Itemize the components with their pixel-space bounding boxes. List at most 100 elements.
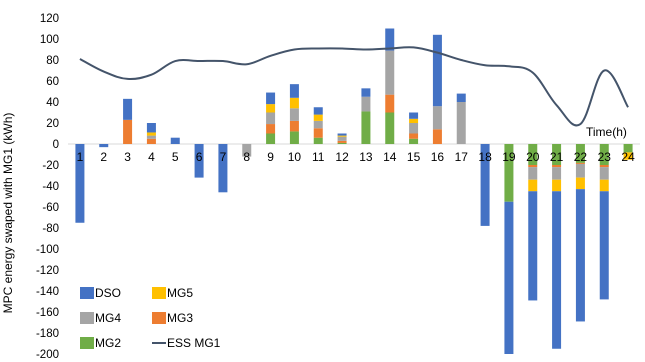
x-category-label: 1	[77, 150, 84, 164]
legend-swatch-mg4	[80, 312, 94, 324]
bar-mg3-21	[552, 165, 562, 168]
bar-dso-6	[194, 144, 204, 178]
y-axis-title-group: MPC energy swaped with MG1 (kWh)	[1, 113, 15, 314]
x-category-label: 6	[196, 150, 203, 164]
bar-mg4-15	[409, 123, 419, 134]
bar-mg2-19	[504, 144, 514, 202]
legend-label-mg5: MG5	[167, 286, 193, 300]
bar-mg4-21	[552, 167, 562, 180]
legend: DSO MG5 MG4 MG3 MG2 ESS MG1	[80, 286, 221, 350]
x-category-label: 17	[455, 150, 469, 164]
bar-dso-4	[146, 123, 156, 133]
bar-dso-3	[123, 98, 133, 120]
x-category-label: 15	[407, 150, 421, 164]
bar-mg3-9	[266, 124, 276, 134]
bar-mg5-21	[552, 179, 562, 192]
category-labels: 1 2 3 4 5 6 7 8 9 10 11 12 13 14 15 16 17 18 19 20 21 22 23 24	[77, 150, 636, 164]
y-tick-labels: 120 100 80 60 40 20 0 -20 -40 -60 -80 -100 -120 -140 -…	[36, 13, 59, 361]
bar-mg4-17	[456, 102, 466, 144]
x-category-label: 23	[598, 150, 612, 164]
x-category-label: 13	[359, 150, 373, 164]
bar-mg4-14	[385, 50, 395, 95]
x-category-label: 2	[100, 150, 107, 164]
bar-mg2-11	[313, 137, 323, 144]
bar-mg4-13	[361, 96, 371, 112]
legend-label-mg2: MG2	[95, 336, 121, 350]
legend-swatch-mg2	[80, 337, 94, 349]
bar-dso-23	[599, 191, 609, 300]
legend-swatch-mg5	[152, 287, 166, 299]
bar-dso-21	[552, 191, 562, 349]
bar-dso-22	[575, 189, 585, 322]
x-category-label: 8	[243, 150, 250, 164]
x-category-label: 14	[383, 150, 397, 164]
legend-swatch-dso	[80, 287, 94, 299]
bar-mg3-22	[575, 162, 585, 164]
y-tick-label: -40	[42, 181, 59, 193]
bar-mg2-13	[361, 111, 371, 144]
bar-dso-18	[480, 144, 490, 226]
bar-mg5-20	[528, 179, 538, 192]
x-category-label: 20	[526, 150, 540, 164]
x-category-label: 19	[502, 150, 516, 164]
legend-swatch-mg3	[152, 312, 166, 324]
x-category-label: 12	[335, 150, 349, 164]
bar-dso-1	[75, 144, 85, 223]
y-tick-label: 20	[46, 118, 59, 130]
bar-mg5-22	[575, 177, 585, 190]
x-category-label: 5	[172, 150, 179, 164]
bar-mg5-15	[409, 118, 419, 123]
y-tick-label: 40	[46, 97, 59, 109]
y-tick-label: 100	[40, 34, 59, 46]
bar-mg3-11	[313, 128, 323, 138]
bar-dso-19	[504, 201, 514, 354]
bar-mg2-10	[289, 131, 299, 144]
bar-mg3-15	[409, 133, 419, 139]
y-tick-label: 120	[40, 13, 59, 25]
y-tick-label: 60	[46, 76, 59, 88]
x-category-label: 10	[288, 150, 302, 164]
bar-mg5-24	[623, 152, 633, 160]
bar-mg4-9	[266, 112, 276, 125]
bar-dso-11	[313, 107, 323, 115]
bar-dso-17	[456, 93, 466, 102]
x-category-label: 3	[124, 150, 131, 164]
bar-mg4-11	[313, 120, 323, 129]
bar-mg5-9	[266, 104, 276, 113]
bar-mg5-4	[146, 132, 156, 136]
x-axis-title: Time(h)	[586, 125, 627, 139]
x-category-label: 16	[431, 150, 445, 164]
bar-mg4-4	[146, 135, 156, 139]
y-tick-label: -160	[36, 307, 59, 319]
bar-mg4-10	[289, 108, 299, 121]
y-tick-label: 0	[53, 139, 59, 151]
y-tick-label: -140	[36, 286, 59, 298]
bar-dso-7	[218, 144, 228, 193]
bar-mg4-12	[337, 136, 347, 141]
bar-mg2-14	[385, 112, 395, 144]
bar-dso-16	[432, 34, 442, 107]
bar-mg4-22	[575, 163, 585, 178]
x-category-label: 22	[574, 150, 588, 164]
bar-mg3-12	[337, 140, 347, 143]
y-tick-label: -100	[36, 244, 59, 256]
legend-label-dso: DSO	[95, 286, 121, 300]
bar-mg3-16	[432, 129, 442, 144]
bar-mg3-20	[528, 165, 538, 168]
bar-dso-2	[99, 144, 109, 148]
bar-mg2-23	[599, 144, 609, 165]
bar-dso-14	[385, 28, 395, 51]
bar-dso-12	[337, 133, 347, 136]
bar-dso-13	[361, 88, 371, 97]
y-tick-label: -180	[36, 328, 59, 340]
y-tick-label: 80	[46, 55, 59, 67]
bar-dso-20	[528, 191, 538, 301]
x-category-label: 18	[478, 150, 492, 164]
bar-mg2-21	[552, 144, 562, 165]
bar-mg5-23	[599, 179, 609, 192]
x-category-label: 21	[550, 150, 564, 164]
bar-series	[75, 28, 633, 354]
bar-mg4-20	[528, 167, 538, 180]
bar-dso-10	[289, 84, 299, 98]
